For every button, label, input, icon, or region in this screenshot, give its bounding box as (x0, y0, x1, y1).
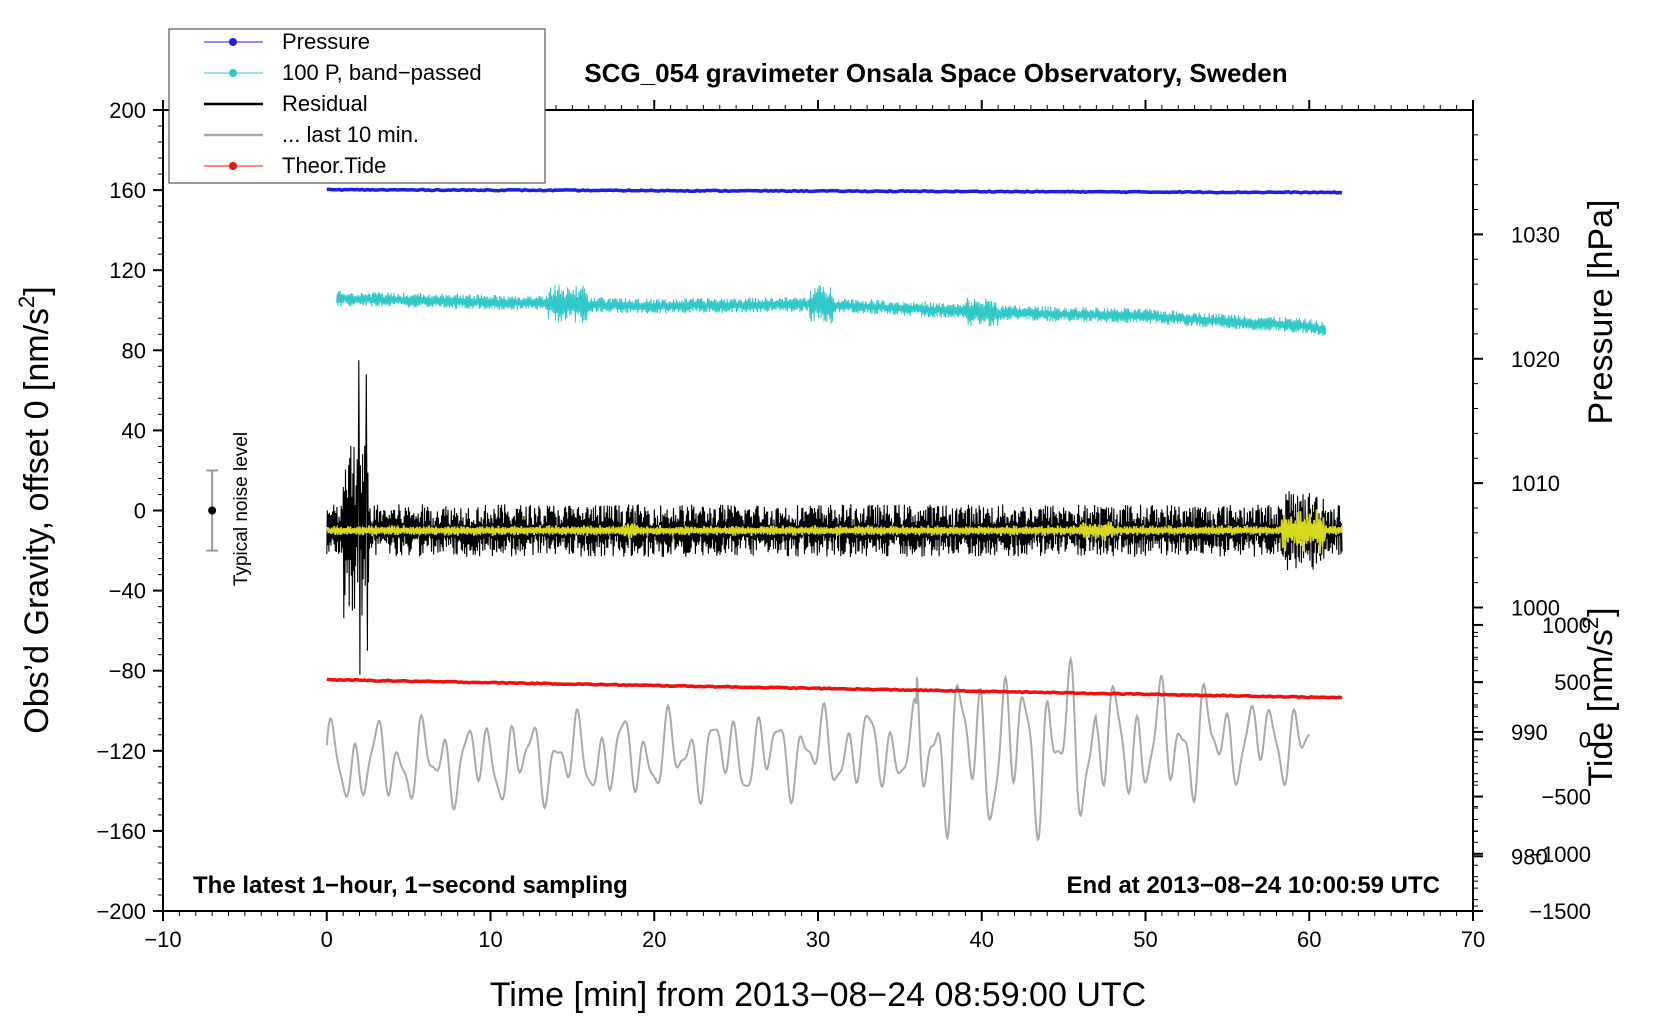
y-axis-label-left-sup: 2 (14, 296, 39, 308)
annotation-latest-hour: The latest 1−hour, 1−second sampling (193, 872, 628, 899)
pressure-tick-label: 1030 (1511, 222, 1560, 247)
legend-label: Pressure (282, 29, 370, 54)
noise-label: Typical noise level (231, 432, 252, 586)
y-axis-label-tide: Tide [nm/s2] (1578, 607, 1620, 786)
tide-tick-label: −1000 (1529, 842, 1591, 867)
tide-tick-label: 1000 (1542, 613, 1591, 638)
legend-label: Theor.Tide (282, 153, 386, 178)
pressure-tick-label: 1010 (1511, 471, 1560, 496)
x-tick-label: 60 (1297, 927, 1321, 952)
y-axis-label-left-main: Obs’d Gravity, offset 0 [nm/s (18, 308, 56, 734)
y-tick-label: 120 (109, 258, 146, 283)
y-tick-label: 200 (109, 98, 146, 123)
x-tick-label: 50 (1133, 927, 1157, 952)
legend-box (168, 28, 546, 184)
x-axis-label: Time [min] from 2013−08−24 08:59:00 UTC (490, 976, 1146, 1014)
legend-label: Residual (282, 91, 368, 116)
ticks-layer: −10 0 10 20 30 40 50 60 7020016012080400−40−80−1… (96, 98, 1591, 952)
series-theor-tide (326, 677, 1343, 700)
y-axis-label-tide-sup: 2 (1578, 617, 1603, 629)
pressure-tick-label: 990 (1511, 720, 1548, 745)
tide-tick-label: 500 (1554, 670, 1591, 695)
series-layer (325, 187, 1343, 842)
x-tick-label: 20 (642, 927, 666, 952)
y-tick-label: 0 (134, 499, 146, 524)
legend-marker (229, 38, 237, 46)
x-tick-label: 10 (478, 927, 502, 952)
tide-tick-label: 0 (1579, 727, 1591, 752)
y-tick-label: 160 (109, 178, 146, 203)
pressure-tick-label: 1020 (1511, 347, 1560, 372)
y-tick-label: −160 (96, 819, 146, 844)
y-tick-label: −80 (109, 659, 146, 684)
y-tick-label: −200 (96, 899, 146, 924)
chart-title: SCG_054 gravimeter Onsala Space Observat… (584, 58, 1287, 88)
y-axis-label-left-close: ] (18, 286, 56, 295)
series-pressure (326, 187, 1343, 195)
legend-label: 100 P, band−passed (282, 60, 482, 85)
x-tick-label: 40 (970, 927, 994, 952)
legend-marker (229, 162, 237, 170)
legend-label: ... last 10 min. (282, 122, 419, 147)
y-tick-label: 40 (122, 418, 146, 443)
tide-tick-label: −1500 (1529, 899, 1591, 924)
series-last-10-min (325, 655, 1311, 842)
x-tick-label: −10 (144, 927, 181, 952)
series-residual-smoothed (325, 509, 1343, 554)
x-tick-label: 0 (321, 927, 333, 952)
pressure-tick-label: 980 (1511, 844, 1548, 869)
series-pressure-band-passed (336, 284, 1327, 336)
y-axis-label-tide-close: ] (1582, 607, 1620, 616)
x-tick-label: 70 (1461, 927, 1485, 952)
y-axis-label-pressure: Pressure [hPa] (1582, 200, 1620, 425)
noise-indicator (206, 469, 219, 552)
noise-bar-center (208, 506, 217, 515)
tide-tick-label: −500 (1541, 785, 1591, 810)
y-tick-label: −40 (109, 579, 146, 604)
y-tick-label: 80 (122, 338, 146, 363)
annotation-end-time: End at 2013−08−24 10:00:59 UTC (1066, 872, 1440, 899)
y-axis-label-tide-main: Tide [nm/s (1582, 629, 1620, 786)
pressure-tick-label: 1000 (1511, 596, 1560, 621)
y-axis-label-left: Obs’d Gravity, offset 0 [nm/s2] (14, 286, 56, 733)
y-tick-label: −120 (96, 739, 146, 764)
x-tick-label: 30 (806, 927, 830, 952)
legend: Pressure 100 P, band−passed Residual ... la… (168, 28, 546, 184)
legend-marker (229, 69, 237, 77)
